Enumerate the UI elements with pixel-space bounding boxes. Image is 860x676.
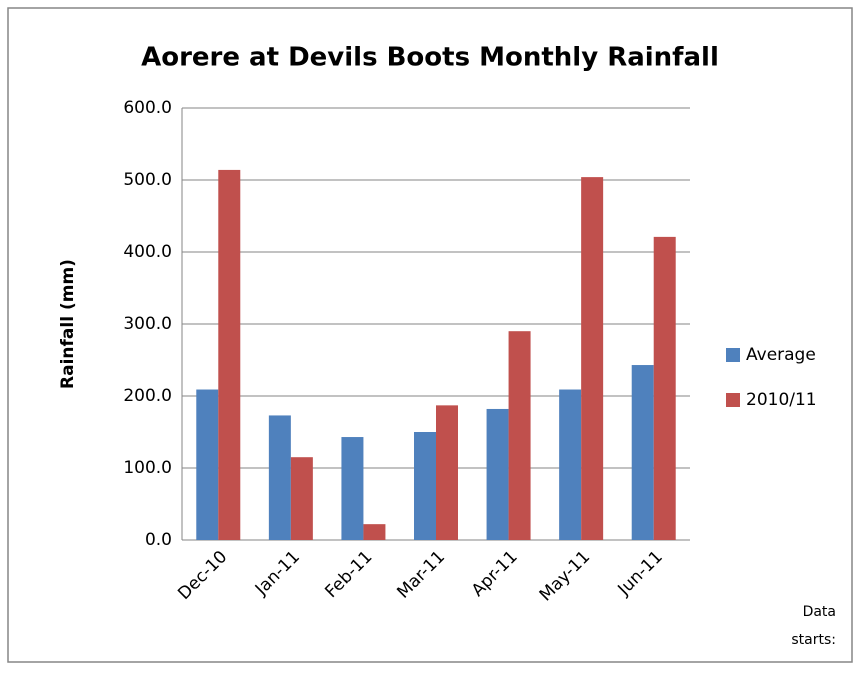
y-tick-label: 100.0 — [123, 458, 172, 478]
bar — [436, 405, 458, 540]
y-tick-label: 500.0 — [123, 170, 172, 190]
y-tick-label: 0.0 — [145, 530, 172, 550]
chart-frame — [7, 7, 853, 663]
bar — [631, 365, 654, 540]
y-tick-label: 300.0 — [123, 314, 172, 334]
bar — [218, 169, 241, 541]
y-tick-label: 200.0 — [123, 386, 172, 406]
legend-label: Average — [746, 345, 816, 365]
legend-label: 2010/11 — [746, 390, 817, 410]
y-axis-label: Rainfall (mm) — [58, 259, 78, 389]
bar — [559, 389, 582, 540]
bar — [290, 457, 313, 540]
bar — [508, 331, 531, 540]
legend-swatch — [726, 393, 740, 407]
chart-title: Aorere at Devils Boots Monthly Rainfall — [141, 43, 719, 73]
legend-swatch — [726, 348, 740, 362]
bar — [581, 177, 604, 540]
bar — [268, 415, 291, 540]
annotation: starts: — [791, 632, 836, 648]
annotation: Data — [803, 604, 836, 620]
bar — [341, 437, 364, 540]
y-tick-label: 400.0 — [123, 242, 172, 262]
y-tick-label: 600.0 — [123, 98, 172, 118]
bar — [653, 236, 676, 540]
bar — [414, 432, 436, 540]
bar — [196, 389, 219, 540]
bar — [486, 408, 509, 540]
bar — [363, 524, 386, 540]
